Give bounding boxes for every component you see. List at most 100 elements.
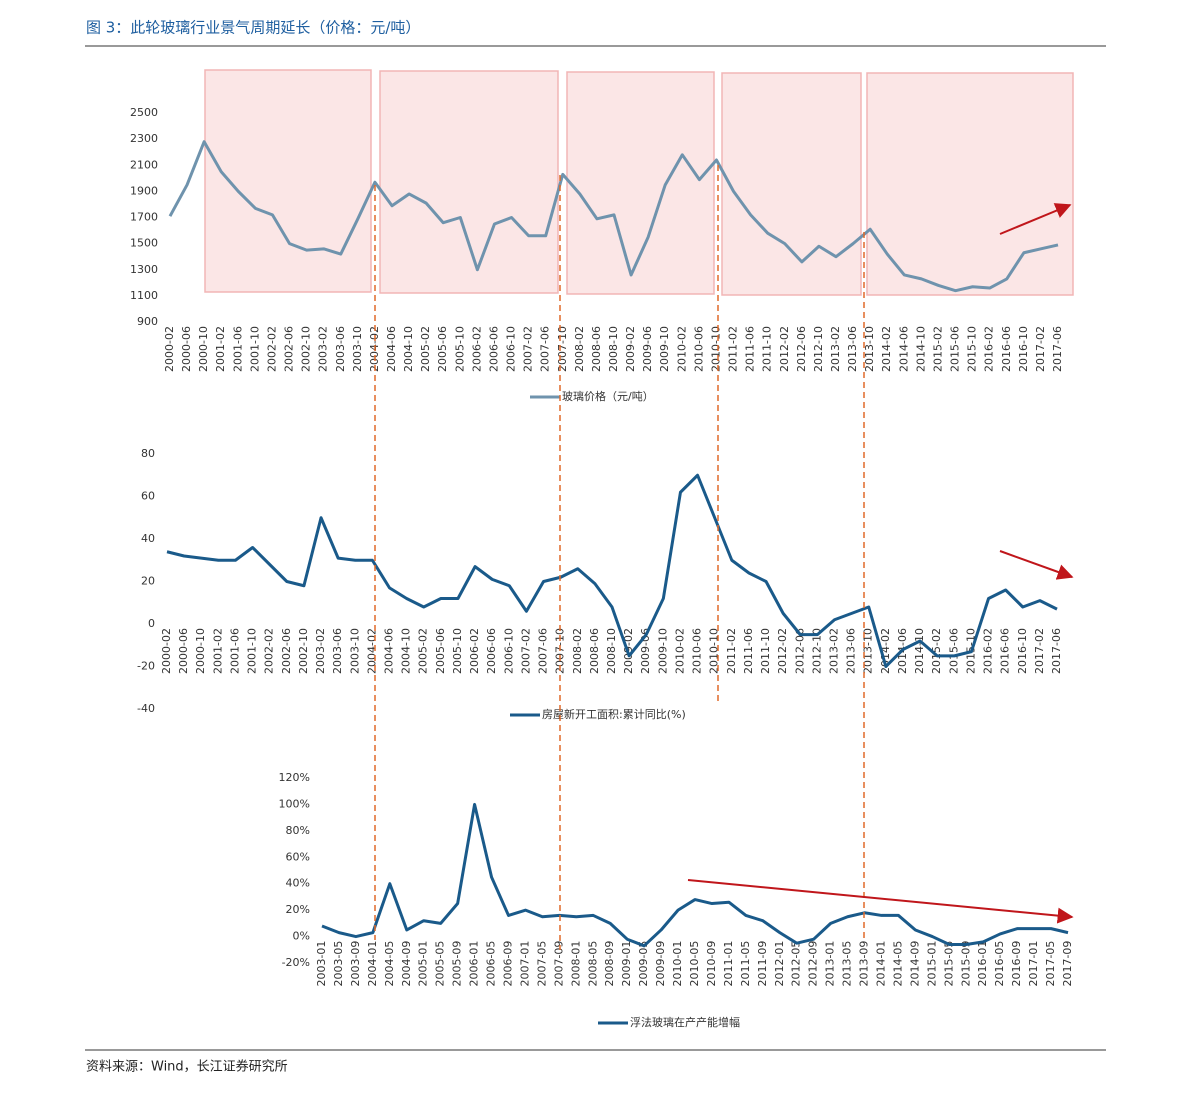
x-tick-label: 2016-10 <box>1017 326 1030 372</box>
y-tick-label: 2500 <box>130 106 158 119</box>
x-tick-label: 2013-06 <box>846 326 859 372</box>
x-tick-label: 2017-02 <box>1033 628 1046 674</box>
x-tick-label: 2000-10 <box>194 628 207 674</box>
x-tick-label: 2005-01 <box>417 941 430 987</box>
x-tick-label: 2009-10 <box>656 628 669 674</box>
x-tick-label: 2002-02 <box>265 326 278 372</box>
x-tick-label: 2000-06 <box>180 326 193 372</box>
x-tick-label: 2009-06 <box>641 326 654 372</box>
y-tick-label: 60 <box>141 490 155 503</box>
x-tick-label: 2002-06 <box>280 628 293 674</box>
x-tick-label: 2012-02 <box>776 628 789 674</box>
x-tick-label: 2017-06 <box>1050 628 1063 674</box>
trend-arrows <box>687 203 1074 924</box>
x-tick-label: 2015-06 <box>947 628 960 674</box>
x-tick-label: 2012-06 <box>793 628 806 674</box>
x-tick-label: 2001-10 <box>246 628 259 674</box>
x-tick-label: 2003-06 <box>331 628 344 674</box>
x-tick-label: 2004-05 <box>383 941 396 987</box>
x-tick-label: 2010-05 <box>688 941 701 987</box>
x-tick-label: 2012-10 <box>810 628 823 674</box>
x-tick-label: 2016-06 <box>999 628 1012 674</box>
x-tick-label: 2005-02 <box>417 628 430 674</box>
x-tick-label: 2011-01 <box>722 941 735 987</box>
x-tick-label: 2014-05 <box>891 941 904 987</box>
trend-arrow <box>687 879 1074 924</box>
x-tick-label: 2005-10 <box>453 326 466 372</box>
x-tick-label: 2006-05 <box>485 941 498 987</box>
x-tick-label: 2012-02 <box>778 326 791 372</box>
x-tick-label: 2007-02 <box>522 326 535 372</box>
series-line <box>321 802 1069 948</box>
legend-label: 玻璃价格（元/吨） <box>562 389 654 403</box>
x-tick-label: 2005-06 <box>434 628 447 674</box>
x-tick-label: 2011-10 <box>761 326 774 372</box>
y-tick-label: 120% <box>279 771 310 784</box>
x-tick-label: 2014-06 <box>897 326 910 372</box>
x-tick-label: 2012-06 <box>795 326 808 372</box>
x-tick-label: 2017-02 <box>1034 326 1047 372</box>
x-tick-label: 2013-01 <box>824 941 837 987</box>
cycle-box <box>721 72 862 296</box>
x-tick-label: 2002-02 <box>263 628 276 674</box>
y-tick-label: 100% <box>279 797 310 810</box>
x-tick-label: 2009-09 <box>654 941 667 987</box>
x-tick-label: 2013-10 <box>862 628 875 674</box>
x-tick-label: 2005-02 <box>419 326 432 372</box>
x-tick-label: 2006-01 <box>468 941 481 987</box>
x-tick-label: 2012-09 <box>807 941 820 987</box>
x-tick-label: 2008-09 <box>603 941 616 987</box>
x-tick-label: 2006-10 <box>505 326 518 372</box>
x-tick-label: 2011-05 <box>739 941 752 987</box>
x-tick-label: 2011-06 <box>744 326 757 372</box>
x-tick-label: 2008-10 <box>607 326 620 372</box>
y-tick-label: 20% <box>286 903 310 916</box>
x-tick-label: 2004-01 <box>366 941 379 987</box>
x-tick-label: 2001-10 <box>248 326 261 372</box>
x-tick-label: 2008-10 <box>605 628 618 674</box>
x-tick-label: 2012-10 <box>812 326 825 372</box>
x-tick-label: 2009-10 <box>658 326 671 372</box>
x-tick-label: 2007-06 <box>537 628 550 674</box>
y-tick-label: -20% <box>282 956 310 969</box>
x-tick-label: 2000-02 <box>160 628 173 674</box>
x-tick-label: 2000-02 <box>163 326 176 372</box>
x-tick-label: 2010-02 <box>675 326 688 372</box>
x-tick-label: 2016-05 <box>993 941 1006 987</box>
x-tick-label: 2014-10 <box>914 326 927 372</box>
y-tick-label: 1700 <box>130 211 158 224</box>
x-tick-label: 2003-06 <box>334 326 347 372</box>
x-tick-label: 2014-10 <box>913 628 926 674</box>
y-tick-label: 2300 <box>130 132 158 145</box>
x-tick-label: 2000-06 <box>177 628 190 674</box>
x-tick-label: 2008-06 <box>590 326 603 372</box>
x-tick-label: 2003-10 <box>351 326 364 372</box>
x-tick-label: 2002-06 <box>283 326 296 372</box>
x-tick-label: 2013-10 <box>863 326 876 372</box>
x-tick-label: 2010-02 <box>673 628 686 674</box>
x-tick-label: 2016-02 <box>982 628 995 674</box>
y-tick-label: 1900 <box>130 184 158 197</box>
x-tick-label: 2004-02 <box>365 628 378 674</box>
x-tick-label: 2004-09 <box>400 941 413 987</box>
x-tick-label: 2007-09 <box>552 941 565 987</box>
series-line <box>166 473 1058 668</box>
x-tick-label: 2008-02 <box>573 326 586 372</box>
cycle-boxes <box>204 69 1074 296</box>
x-tick-label: 2010-01 <box>671 941 684 987</box>
x-tick-label: 2012-01 <box>773 941 786 987</box>
x-tick-label: 2010-06 <box>692 326 705 372</box>
x-tick-label: 2011-02 <box>727 326 740 372</box>
x-tick-label: 2007-01 <box>518 941 531 987</box>
x-tick-label: 2013-02 <box>829 326 842 372</box>
trend-arrow <box>999 550 1074 580</box>
x-tick-label: 2015-01 <box>925 941 938 987</box>
y-tick-label: 80 <box>141 447 155 460</box>
y-tick-label: 1100 <box>130 289 158 302</box>
x-tick-label: 2006-02 <box>470 326 483 372</box>
x-tick-label: 2016-06 <box>1000 326 1013 372</box>
x-tick-label: 2003-01 <box>315 941 328 987</box>
x-tick-label: 2004-06 <box>385 326 398 372</box>
x-tick-label: 2009-02 <box>624 326 637 372</box>
x-tick-label: 2009-05 <box>637 941 650 987</box>
